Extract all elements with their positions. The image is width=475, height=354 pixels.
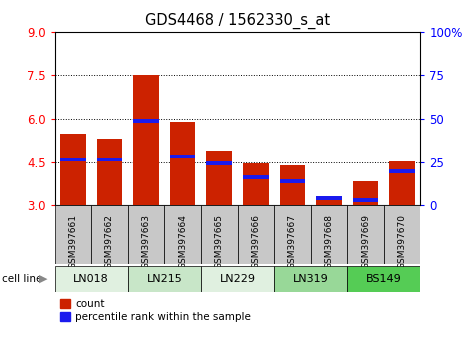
Legend: count, percentile rank within the sample: count, percentile rank within the sample (60, 299, 251, 322)
Bar (201, 205, 238, 264)
Text: LN018: LN018 (73, 274, 109, 284)
Bar (274, 205, 311, 264)
Bar (280, 165, 305, 205)
Bar (243, 164, 268, 205)
Bar (384, 205, 420, 264)
Bar (91, 205, 128, 264)
Bar (316, 196, 342, 200)
Bar (243, 175, 268, 179)
Bar (274, 266, 347, 292)
Bar (97, 139, 122, 205)
Text: GSM397669: GSM397669 (361, 214, 370, 269)
Bar (347, 205, 384, 264)
Bar (55, 205, 91, 264)
Text: GSM397667: GSM397667 (288, 214, 297, 269)
Bar (390, 160, 415, 205)
Text: GSM397670: GSM397670 (398, 214, 407, 269)
Text: BS149: BS149 (366, 274, 402, 284)
Text: GSM397663: GSM397663 (142, 214, 151, 269)
Bar (316, 197, 342, 205)
Text: GDS4468 / 1562330_s_at: GDS4468 / 1562330_s_at (145, 12, 330, 29)
Text: cell line: cell line (2, 274, 43, 284)
Bar (97, 158, 122, 161)
Bar (347, 266, 420, 292)
Bar (128, 205, 164, 264)
Bar (390, 169, 415, 173)
Bar (164, 205, 201, 264)
Text: GSM397665: GSM397665 (215, 214, 224, 269)
Text: GSM397662: GSM397662 (105, 214, 114, 269)
Bar (311, 205, 347, 264)
Text: ▶: ▶ (39, 274, 48, 284)
Text: GSM397666: GSM397666 (251, 214, 260, 269)
Text: GSM397664: GSM397664 (178, 214, 187, 269)
Text: LN319: LN319 (293, 274, 329, 284)
Text: GSM397668: GSM397668 (324, 214, 333, 269)
Bar (133, 75, 159, 205)
Bar (128, 266, 201, 292)
Text: LN215: LN215 (146, 274, 182, 284)
Bar (133, 119, 159, 123)
Text: LN229: LN229 (219, 274, 256, 284)
Bar (55, 266, 128, 292)
Bar (238, 205, 274, 264)
Bar (353, 198, 378, 202)
Bar (170, 122, 195, 205)
Bar (207, 161, 232, 165)
Text: GSM397661: GSM397661 (68, 214, 77, 269)
Bar (60, 158, 86, 161)
Bar (207, 151, 232, 205)
Bar (280, 179, 305, 183)
Bar (353, 181, 378, 205)
Bar (170, 155, 195, 159)
Bar (60, 135, 86, 205)
Bar (201, 266, 274, 292)
